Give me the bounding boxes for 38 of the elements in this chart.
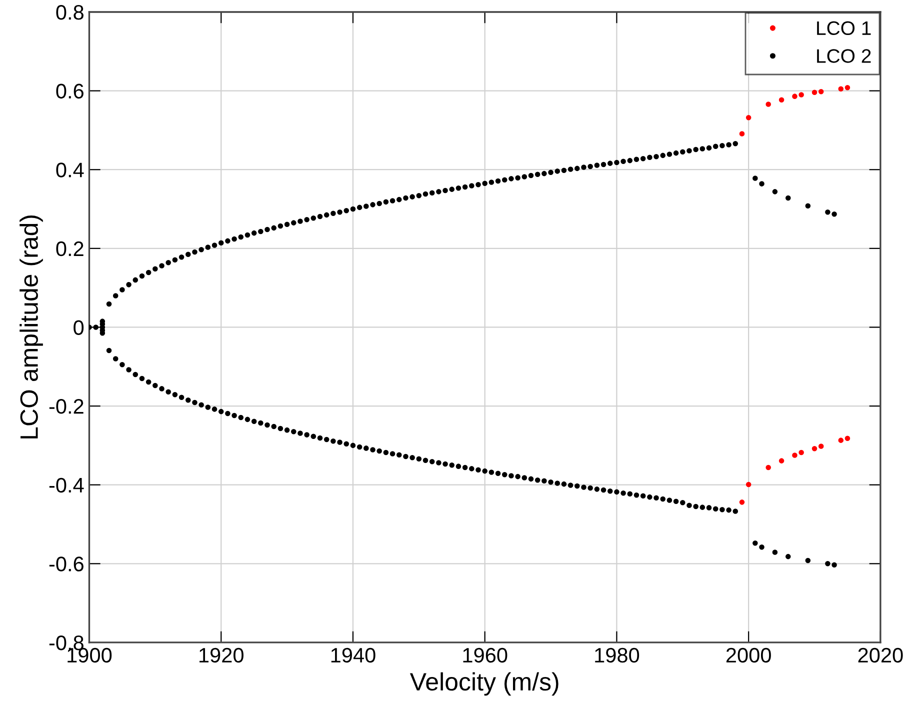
- point: [838, 438, 844, 443]
- x-tick-label: 1920: [200, 648, 244, 663]
- y-tick-label: -0.2: [49, 399, 84, 414]
- point: [792, 94, 798, 99]
- y-tick-label: 0.2: [56, 241, 84, 256]
- point: [798, 450, 804, 456]
- point: [746, 482, 752, 488]
- point: [818, 444, 824, 449]
- point: [746, 114, 752, 120]
- x-axis-title: Velocity (m/s): [410, 672, 558, 696]
- legend-label: LCO 2: [817, 49, 871, 63]
- y-tick-label: 0.6: [56, 84, 84, 99]
- point: [766, 464, 771, 470]
- point: [798, 92, 804, 98]
- point: [792, 452, 798, 458]
- point: [766, 102, 771, 107]
- point: [844, 436, 850, 441]
- point: [812, 446, 818, 452]
- y-tick-label: 0.4: [56, 162, 84, 178]
- y-axis-title: LCO amplitude (rad): [20, 216, 43, 438]
- x-tick-label: 2000: [726, 648, 771, 663]
- x-tick-label: 1960: [463, 648, 508, 663]
- point: [838, 86, 844, 92]
- point: [812, 90, 818, 96]
- x-tick-label: 2020: [858, 648, 903, 663]
- legend-label: LCO 1: [817, 21, 871, 36]
- point: [778, 97, 784, 103]
- point: [739, 500, 745, 505]
- x-tick-label: 1980: [595, 648, 640, 663]
- y-tick-label: -0.6: [49, 556, 84, 572]
- y-tick-label: 0: [74, 320, 84, 335]
- point: [844, 85, 850, 90]
- y-tick-label: -0.4: [49, 478, 84, 493]
- point: [739, 131, 745, 136]
- point: [818, 88, 824, 94]
- x-tick-label: 1940: [331, 648, 376, 663]
- y-tick-label: 0.8: [56, 5, 84, 20]
- point: [778, 458, 784, 464]
